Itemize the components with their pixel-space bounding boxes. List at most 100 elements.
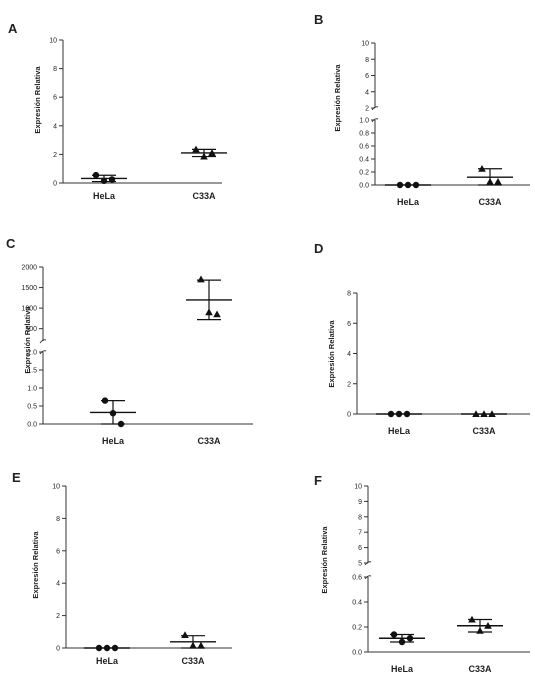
y-tick-label: 8 bbox=[358, 514, 362, 521]
panel-f: F 0.0 0.2 0.4 0.6 5 6 7 8 9 10 Expresión Relativa He… bbox=[314, 473, 530, 674]
y-tick-label: 6 bbox=[347, 321, 351, 328]
data-point bbox=[181, 631, 189, 639]
y-tick-label: 0.5 bbox=[27, 404, 37, 411]
panel-label: A bbox=[8, 21, 18, 36]
panel-label: C bbox=[6, 236, 16, 251]
x-tick-label: C33A bbox=[478, 197, 502, 207]
panel-a: A 0 2 4 6 8 10 Expresión Relativa HeLa C33A bbox=[8, 21, 227, 201]
data-point bbox=[406, 635, 414, 642]
data-point bbox=[197, 641, 205, 649]
panel-label: F bbox=[314, 473, 322, 488]
data-point bbox=[476, 626, 484, 634]
y-tick-label: 9 bbox=[358, 499, 362, 506]
y-tick-label: 8 bbox=[56, 516, 60, 523]
y-tick-label: 6 bbox=[358, 545, 362, 552]
y-tick-label: 0.2 bbox=[352, 625, 362, 632]
data-point bbox=[395, 410, 403, 418]
y-tick-label: 0.0 bbox=[359, 183, 369, 190]
y-tick-label: 10 bbox=[354, 484, 362, 491]
y-tick-label: 0.2 bbox=[359, 170, 369, 177]
panel-label: D bbox=[314, 241, 323, 256]
y-tick-label: 2 bbox=[53, 152, 57, 159]
data-point bbox=[109, 410, 117, 417]
data-point bbox=[197, 275, 205, 283]
data-point bbox=[117, 420, 125, 428]
y-tick-label: 0.8 bbox=[359, 131, 369, 138]
data-point bbox=[92, 171, 100, 179]
y-tick-label: 1500 bbox=[21, 285, 37, 292]
y-tick-label: 1000 bbox=[21, 306, 37, 313]
y-tick-label: 2 bbox=[347, 381, 351, 388]
data-point bbox=[478, 164, 486, 172]
y-tick-label: 0.4 bbox=[359, 157, 369, 164]
data-point bbox=[480, 410, 488, 417]
panel-label: E bbox=[12, 470, 21, 485]
data-point bbox=[398, 638, 406, 646]
y-tick-label: 5 bbox=[358, 561, 362, 568]
data-point bbox=[472, 410, 480, 417]
y-tick-label: 8 bbox=[347, 291, 351, 298]
y-tick-label: 6 bbox=[365, 73, 369, 80]
axis-break-mark bbox=[371, 118, 379, 123]
x-tick-label: C33A bbox=[192, 191, 216, 201]
x-tick-label: HeLa bbox=[96, 656, 119, 666]
axis-break-mark bbox=[39, 350, 47, 355]
y-tick-label: 1.0 bbox=[359, 118, 369, 125]
y-tick-label: 2 bbox=[56, 613, 60, 620]
y-tick-label: 8 bbox=[53, 66, 57, 73]
y-tick-label: 2 bbox=[365, 106, 369, 113]
y-tick-label: 6 bbox=[56, 548, 60, 555]
y-tick-label: 2000 bbox=[21, 265, 37, 272]
panel-e: E 0 2 4 6 8 10 Expresión Relativa HeLa C33A bbox=[12, 470, 232, 666]
data-point bbox=[396, 181, 404, 189]
data-point bbox=[213, 310, 221, 318]
x-tick-label: HeLa bbox=[102, 436, 125, 446]
data-point bbox=[387, 410, 395, 418]
data-point bbox=[192, 145, 200, 153]
y-tick-label: 4 bbox=[347, 351, 351, 358]
data-point bbox=[494, 177, 502, 185]
panel-d: D 0 2 4 6 8 Expresión Relativa HeLa C33A bbox=[314, 241, 530, 436]
y-tick-label: 7 bbox=[358, 530, 362, 537]
y-tick-label: 0.0 bbox=[27, 422, 37, 429]
y-axis-label: Expresión Relativa bbox=[327, 320, 336, 388]
data-point bbox=[208, 149, 216, 156]
data-point bbox=[404, 181, 412, 189]
data-point bbox=[101, 397, 109, 404]
data-point bbox=[100, 177, 108, 185]
y-axis-label: Expresión Relativa bbox=[320, 526, 329, 594]
y-tick-label: 8 bbox=[365, 57, 369, 64]
y-axis-label: Expresión Relativa bbox=[31, 531, 40, 599]
y-tick-label: 10 bbox=[52, 484, 60, 491]
x-tick-label: C33A bbox=[472, 426, 496, 436]
data-point bbox=[95, 644, 103, 652]
y-tick-label: 4 bbox=[53, 123, 57, 130]
data-point bbox=[189, 641, 197, 649]
y-tick-label: 1.5 bbox=[27, 368, 37, 375]
data-point bbox=[484, 621, 492, 629]
data-point bbox=[111, 644, 119, 652]
y-tick-label: 4 bbox=[365, 89, 369, 96]
data-point bbox=[390, 631, 398, 638]
y-tick-label: 2.0 bbox=[27, 350, 37, 357]
data-point bbox=[412, 181, 420, 189]
x-tick-label: C33A bbox=[181, 656, 205, 666]
y-tick-label: 10 bbox=[49, 38, 57, 45]
panel-label: B bbox=[314, 12, 323, 27]
y-tick-label: 0.6 bbox=[359, 144, 369, 151]
data-point bbox=[488, 410, 496, 417]
x-tick-label: C33A bbox=[468, 664, 492, 674]
x-tick-label: HeLa bbox=[93, 191, 116, 201]
y-tick-label: 0.6 bbox=[352, 575, 362, 582]
y-tick-label: 0.4 bbox=[352, 600, 362, 607]
data-point bbox=[403, 410, 411, 418]
y-tick-label: 6 bbox=[53, 95, 57, 102]
x-tick-label: HeLa bbox=[391, 664, 414, 674]
y-tick-label: 500 bbox=[25, 326, 37, 333]
panel-b: B 0.0 0.2 0.4 0.6 0.8 1.0 2 4 6 8 10 Expresión Relat… bbox=[314, 12, 530, 207]
panel-c: C 0.0 0.5 1.0 1.5 2.0 500 1000 1500 2000 Expresión… bbox=[6, 236, 253, 446]
data-point bbox=[486, 177, 494, 185]
y-axis-label: Expresión Relativa bbox=[333, 64, 342, 132]
y-tick-label: 10 bbox=[361, 41, 369, 48]
